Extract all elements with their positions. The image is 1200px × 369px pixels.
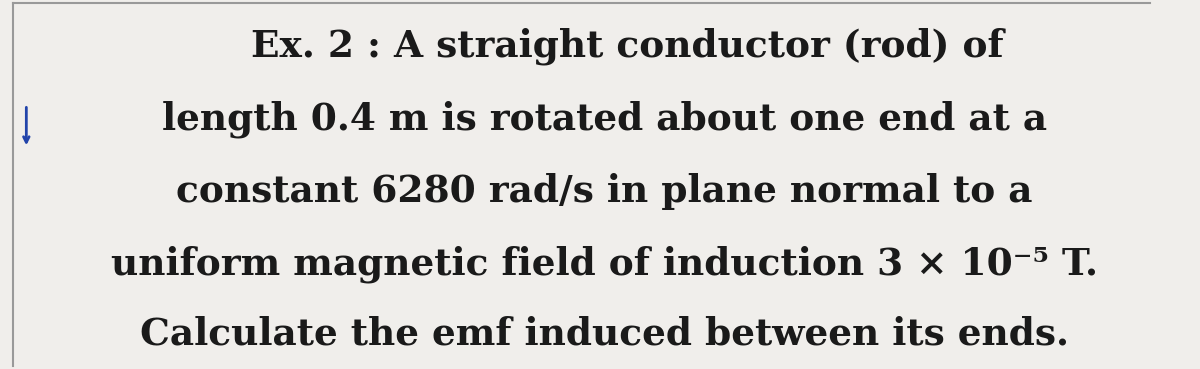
Text: uniform magnetic field of induction 3 × 10⁻⁵ T.: uniform magnetic field of induction 3 × … [110,246,1098,283]
Text: constant 6280 rad/s in plane normal to a: constant 6280 rad/s in plane normal to a [176,173,1032,210]
Text: Calculate the emf induced between its ends.: Calculate the emf induced between its en… [139,315,1069,352]
Text: Ex. 2 : A straight conductor (rod) of: Ex. 2 : A straight conductor (rod) of [251,28,1003,65]
Text: length 0.4 m is rotated about one end at a: length 0.4 m is rotated about one end at… [162,100,1046,138]
